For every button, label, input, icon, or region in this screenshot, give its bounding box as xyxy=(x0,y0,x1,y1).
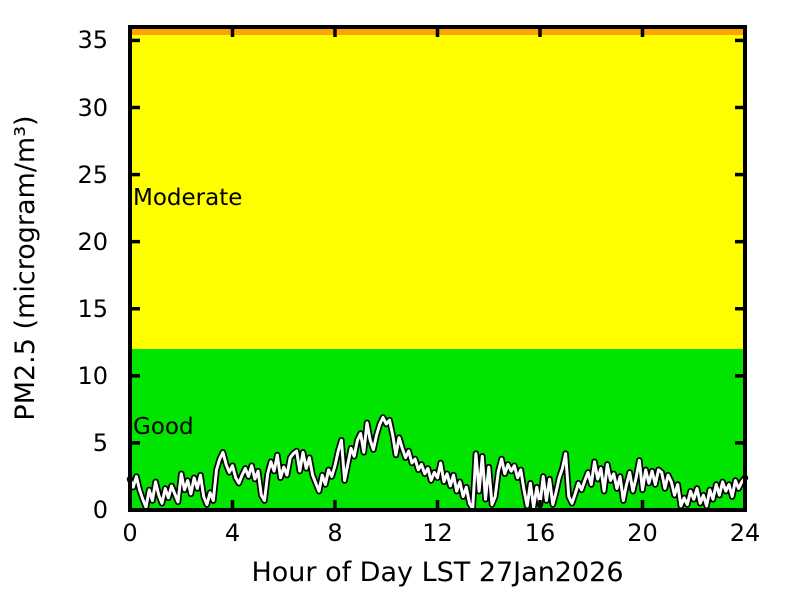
band-rect xyxy=(130,35,745,350)
pm25-line xyxy=(128,415,747,511)
x-tick-label: 16 xyxy=(524,519,556,547)
x-tick-label: 12 xyxy=(422,519,453,547)
x-tick-label: 4 xyxy=(224,519,241,547)
x-tick-label: 24 xyxy=(729,519,761,547)
x-tick-label: 0 xyxy=(122,519,138,547)
x-axis-title: Hour of Day LST 27Jan2026 xyxy=(251,557,624,588)
y-tick-label: 30 xyxy=(77,93,108,122)
y-tick-label: 35 xyxy=(77,26,108,55)
band-label-moderate: Moderate xyxy=(133,185,243,211)
y-tick-label: 20 xyxy=(77,227,108,256)
plot-border xyxy=(128,25,747,512)
aqi-bands xyxy=(130,27,745,510)
y-tick-label: 15 xyxy=(77,294,108,323)
x-tick-label: 20 xyxy=(627,519,658,547)
y-tick-label: 25 xyxy=(77,160,108,189)
y-tick-label: 10 xyxy=(77,361,108,390)
x-tick-label: 8 xyxy=(327,519,343,547)
band-label-good: Good xyxy=(133,414,194,440)
y-tick-label: 5 xyxy=(92,428,108,457)
y-tick-label: 0 xyxy=(92,496,108,524)
y-axis-title: PM2.5 (microgram/m³) xyxy=(10,115,41,421)
